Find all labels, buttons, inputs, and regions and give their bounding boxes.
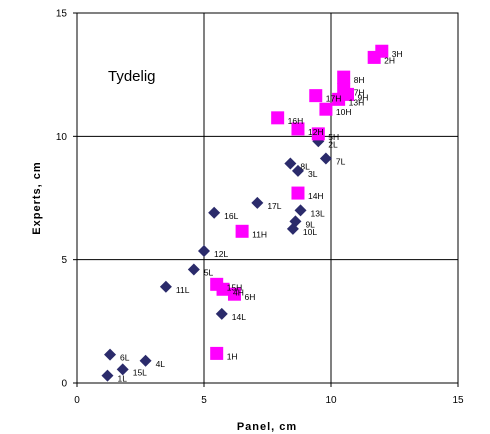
point-label: 8H — [354, 75, 365, 85]
diamond-point — [291, 164, 304, 177]
diamond-point — [294, 204, 307, 217]
diamond-point — [251, 196, 264, 209]
square-point — [210, 346, 224, 360]
x-tick-label: 0 — [74, 395, 80, 406]
point-label: 15H — [227, 282, 243, 292]
square-point — [291, 122, 305, 136]
point-label: 3H — [392, 49, 403, 59]
point-label: 12H — [308, 127, 324, 137]
point-label: 13L — [311, 208, 325, 218]
diamond-point — [104, 348, 117, 361]
diamond-point — [187, 263, 200, 276]
diamond-point — [319, 152, 332, 165]
point-label: 4H — [233, 287, 244, 297]
point-label: 2L — [328, 139, 338, 149]
y-axis-title: Experts, cm — [31, 161, 43, 234]
square-point — [216, 282, 230, 296]
y-tick-label: 0 — [61, 379, 67, 390]
point-label: 1L — [117, 374, 127, 384]
point-label: 16L — [224, 211, 238, 221]
diamond-point — [215, 307, 228, 320]
chart-annotation: Tydelig — [108, 68, 156, 85]
point-label: 9H — [358, 92, 369, 102]
point-label: 16H — [288, 116, 304, 126]
y-tick-label: 5 — [61, 255, 67, 266]
square-point — [309, 89, 323, 103]
y-tick-label: 15 — [56, 9, 68, 20]
square-point — [227, 287, 241, 301]
plot-area — [76, 12, 459, 384]
point-label: 12L — [214, 249, 228, 259]
square-point — [341, 87, 355, 101]
diamond-point — [101, 369, 114, 382]
square-point — [319, 102, 333, 116]
diamond-point — [208, 206, 221, 219]
x-tick-label: 15 — [452, 395, 464, 406]
x-axis-title: Panel, cm — [237, 421, 297, 433]
point-label: 8L — [300, 161, 310, 171]
point-label: 17L — [267, 201, 281, 211]
point-label: 7L — [336, 157, 346, 167]
y-tick-label: 10 — [56, 132, 68, 143]
diamond-point — [284, 157, 297, 170]
square-point — [271, 111, 285, 125]
point-label: 2H — [384, 55, 395, 65]
axis-ticks: 0 5 10 15 0 5 10 15 — [56, 9, 464, 407]
point-label: 9L — [305, 219, 315, 229]
diamond-point — [289, 215, 302, 228]
point-label: 15L — [133, 367, 147, 377]
point-label: 3L — [308, 169, 318, 179]
x-tick-label: 10 — [325, 395, 337, 406]
diamond-point — [139, 354, 152, 367]
x-tick-label: 5 — [201, 395, 207, 406]
point-label: 6H — [244, 292, 255, 302]
point-label: 13H — [349, 97, 365, 107]
point-label: 5L — [204, 268, 214, 278]
diamond-point — [116, 363, 129, 376]
square-point — [375, 44, 389, 58]
point-label: 7H — [354, 87, 365, 97]
square-point — [235, 224, 249, 238]
point-label: 14H — [308, 191, 324, 201]
point-label: 17H — [326, 94, 342, 104]
point-label: 4L — [156, 359, 166, 369]
grid-lines — [77, 13, 458, 383]
point-label: 11H — [252, 229, 267, 239]
data-points — [101, 44, 389, 382]
point-label: 14L — [232, 312, 246, 322]
point-label: 5H — [328, 132, 339, 142]
diamond-point — [159, 280, 172, 293]
square-point — [311, 127, 325, 141]
point-label: 10H — [336, 107, 352, 117]
square-point — [291, 186, 305, 200]
point-label: 6L — [120, 353, 130, 363]
point-label: 1H — [227, 351, 238, 361]
square-point — [337, 70, 351, 84]
point-label: 11L — [176, 285, 190, 295]
diamond-point — [198, 245, 210, 258]
point-label: 10L — [303, 227, 317, 237]
